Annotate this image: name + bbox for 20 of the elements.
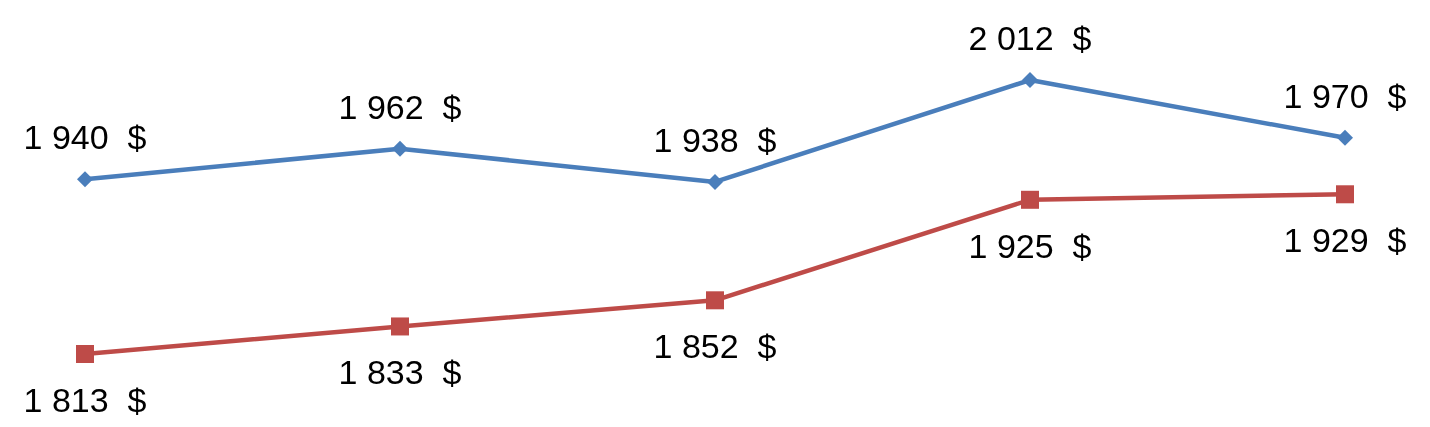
point: [1337, 129, 1353, 146]
data-label: 2 012 $: [968, 19, 1092, 57]
data-label: 1 929 $: [1283, 221, 1407, 260]
point: [392, 140, 408, 157]
data-label: 1 938 $: [653, 120, 777, 159]
point: [706, 291, 724, 310]
point: [77, 171, 93, 188]
data-label: 1 833 $: [338, 353, 462, 392]
data-label: 1 940 $: [23, 118, 147, 157]
point: [1336, 185, 1354, 204]
point: [707, 173, 723, 190]
point: [1022, 72, 1038, 88]
point: [76, 345, 94, 363]
data-label: 1 970 $: [1283, 76, 1407, 115]
data-label: 1 962 $: [338, 87, 462, 126]
data-label: 1 813 $: [23, 381, 147, 419]
data-label: 1 925 $: [968, 226, 1092, 265]
point: [1021, 190, 1039, 209]
point: [391, 317, 409, 336]
data-label: 1 852 $: [653, 327, 777, 366]
